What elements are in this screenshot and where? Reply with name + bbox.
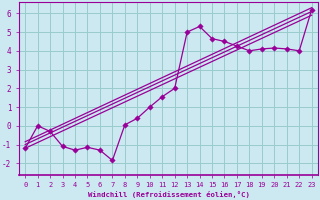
X-axis label: Windchill (Refroidissement éolien,°C): Windchill (Refroidissement éolien,°C) xyxy=(87,191,249,198)
